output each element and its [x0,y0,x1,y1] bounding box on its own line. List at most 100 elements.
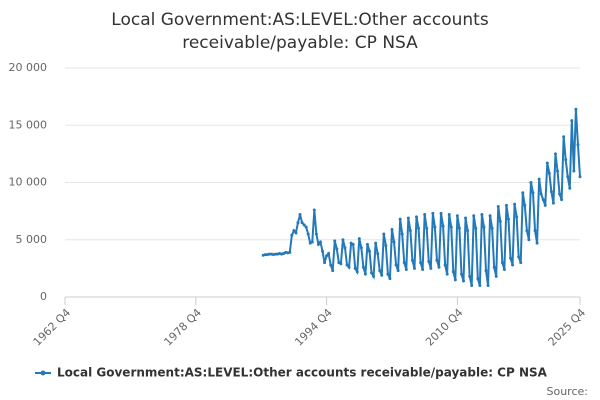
point [537,177,541,181]
point [570,119,574,123]
point [441,224,445,228]
chart-title: receivable/payable: CP NSA [182,33,418,53]
point [572,169,576,173]
point [390,227,394,231]
y-tick-label: 10 000 [9,176,48,189]
point [306,232,310,236]
x-tick-label: 2025 Q4 [546,306,589,349]
point [519,261,523,265]
point [502,268,506,272]
point [292,229,296,233]
point [296,221,300,225]
point [541,198,545,202]
point [490,226,494,230]
point [294,231,298,235]
point [568,186,572,190]
point [376,251,380,255]
point [380,273,384,277]
x-tick-label: 1962 Q4 [31,306,74,349]
point [457,226,461,230]
point [504,203,508,207]
point [443,263,447,267]
point [374,241,378,245]
point [566,175,570,179]
point [539,192,543,196]
point [314,232,318,236]
point [535,241,539,245]
point [335,247,339,251]
point [529,181,533,184]
point [402,261,406,265]
point [353,266,357,270]
point [451,270,455,274]
point [545,161,549,165]
point [445,272,449,276]
point [302,223,306,227]
point [341,238,345,242]
point [351,242,355,246]
point [427,260,431,264]
series-line [262,109,581,286]
point [359,246,363,250]
y-tick-label: 15 000 [9,118,48,131]
point [321,249,324,253]
point [551,201,555,205]
point [488,214,492,218]
point [343,246,347,250]
point [333,239,337,243]
point [365,242,369,246]
point [564,158,568,162]
point [386,272,390,276]
point [468,274,472,278]
point [431,211,435,215]
point [415,215,419,219]
x-tick-label: 1978 Q4 [161,306,204,349]
point [404,268,408,272]
x-tick-label: 2010 Q4 [423,306,466,349]
point [392,240,396,244]
point [327,251,331,255]
point [439,211,443,215]
point [476,277,480,281]
y-tick-label: 0 [40,290,47,303]
point [361,265,365,269]
point [398,217,402,221]
point [494,274,498,278]
point [496,205,500,209]
point [290,233,294,237]
point [459,272,463,276]
legend-label: Local Government:AS:LEVEL:Other accounts… [57,366,548,380]
point [455,214,459,218]
point [304,225,308,229]
point [547,171,551,175]
point [378,269,382,273]
point [525,229,529,233]
point [329,263,333,267]
point [435,258,439,262]
point [437,265,441,269]
point [472,214,476,218]
point [470,284,474,288]
point [511,263,515,267]
point [560,198,564,202]
point [423,213,427,217]
point [368,249,372,253]
point [382,232,386,236]
point [553,152,557,156]
point [506,217,510,221]
point [521,191,525,195]
point [523,203,527,207]
point [355,270,359,274]
point [400,232,404,236]
point [533,229,537,233]
point [480,213,484,217]
point [562,135,566,139]
point [288,250,292,254]
point [325,254,329,258]
point [312,208,316,212]
point [517,255,521,259]
point [396,269,400,273]
point [492,265,496,269]
point [543,203,547,207]
point [298,213,302,217]
